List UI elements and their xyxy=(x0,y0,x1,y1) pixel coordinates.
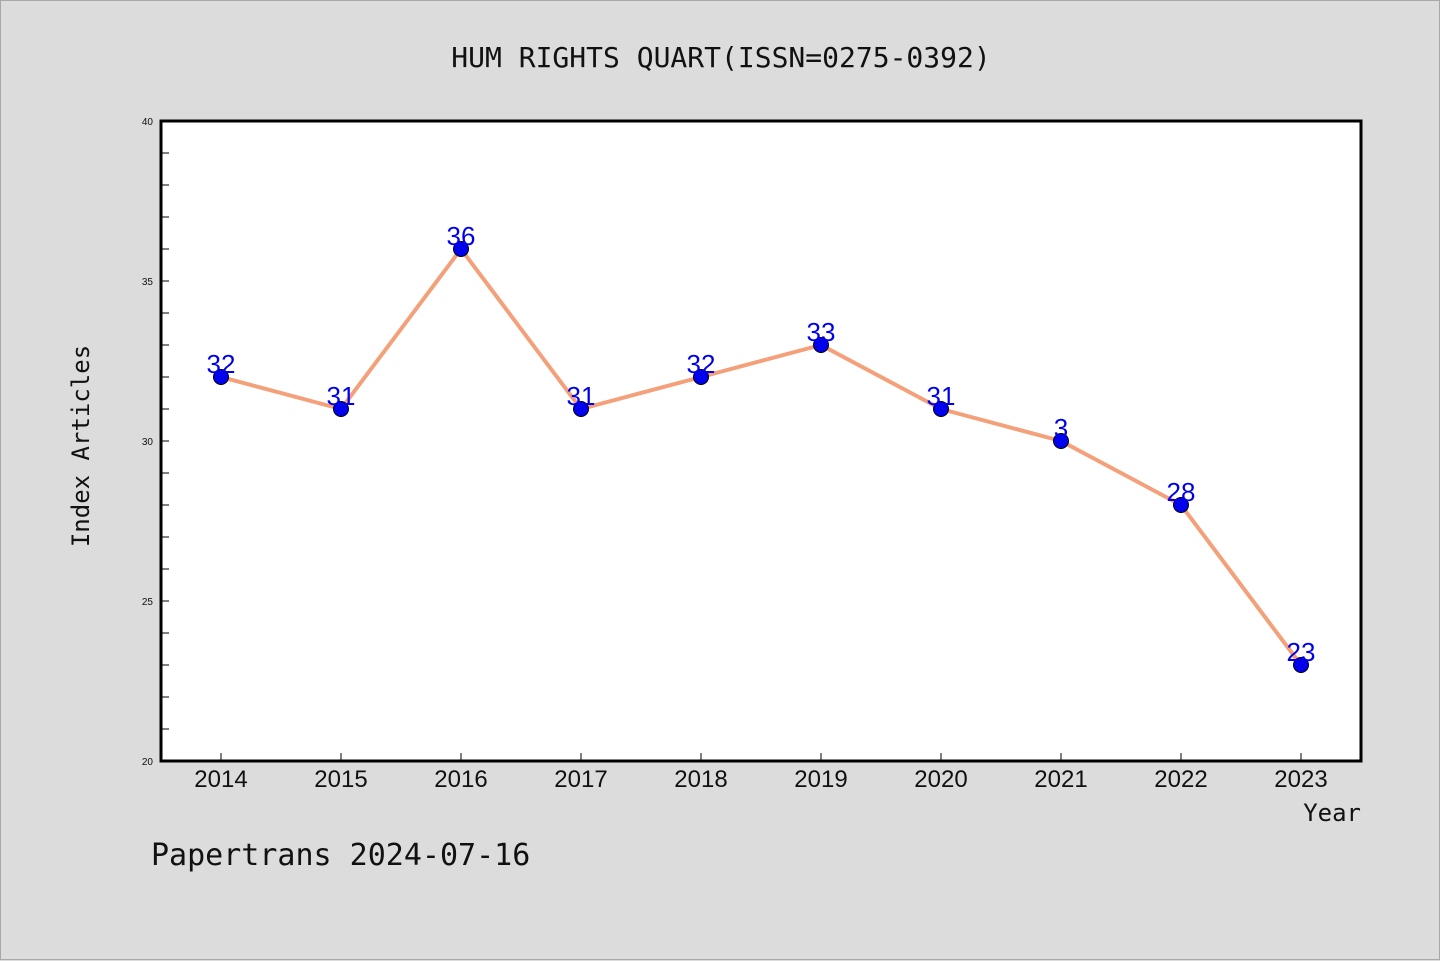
data-point xyxy=(213,369,229,385)
y-axis: 20 25 30 35 40 xyxy=(142,117,169,768)
data-point xyxy=(693,369,709,385)
plot-area xyxy=(159,119,1363,763)
data-point xyxy=(933,401,949,417)
chart-title: HUM RIGHTS QUART(ISSN=0275-0392) xyxy=(451,41,990,74)
x-tick-label: 2014 xyxy=(194,766,247,793)
y-tick-label: 40 xyxy=(142,117,154,128)
y-tick-label: 20 xyxy=(142,757,154,768)
data-point xyxy=(1053,433,1069,449)
data-label: 31 xyxy=(327,381,356,411)
data-label: 31 xyxy=(567,381,596,411)
data-point xyxy=(1173,497,1189,513)
y-tick-label: 35 xyxy=(142,277,154,288)
x-tick-label: 2020 xyxy=(914,766,967,793)
data-label: 28 xyxy=(1167,477,1196,507)
data-label: 31 xyxy=(927,381,956,411)
x-tick-label: 2016 xyxy=(434,766,487,793)
y-tick-label: 25 xyxy=(142,597,154,608)
x-tick-label: 2022 xyxy=(1154,766,1207,793)
data-label: 33 xyxy=(807,317,836,347)
data-point xyxy=(453,241,469,257)
series-line-group xyxy=(220,247,1303,667)
y-tick-label: 30 xyxy=(142,437,154,448)
footer-credit: Papertrans 2024-07-16 xyxy=(151,838,530,873)
markers-group xyxy=(213,241,1309,673)
data-label: 23 xyxy=(1287,637,1316,667)
data-point xyxy=(573,401,589,417)
data-point xyxy=(1293,657,1309,673)
x-tick-label: 2017 xyxy=(554,766,607,793)
x-tick-label: 2023 xyxy=(1274,766,1327,793)
x-tick-label: 2021 xyxy=(1034,766,1087,793)
data-label: 3 xyxy=(1054,413,1068,443)
x-tick-label: 2018 xyxy=(674,766,727,793)
data-point xyxy=(333,401,349,417)
x-tick-label: 2015 xyxy=(314,766,367,793)
data-point xyxy=(813,337,829,353)
data-labels-group: 32 31 36 31 32 33 31 3 28 23 xyxy=(207,221,1316,667)
x-axis: 2014 2015 2016 2017 2018 2019 2020 2021 2022 2023 xyxy=(194,753,1328,793)
x-tick-label: 2019 xyxy=(794,766,847,793)
series-line xyxy=(220,247,1303,667)
x-axis-label: Year xyxy=(1303,799,1361,827)
data-label: 36 xyxy=(447,221,476,251)
data-label: 32 xyxy=(207,349,236,379)
y-axis-label: Index Articles xyxy=(67,345,95,547)
data-label: 32 xyxy=(687,349,716,379)
